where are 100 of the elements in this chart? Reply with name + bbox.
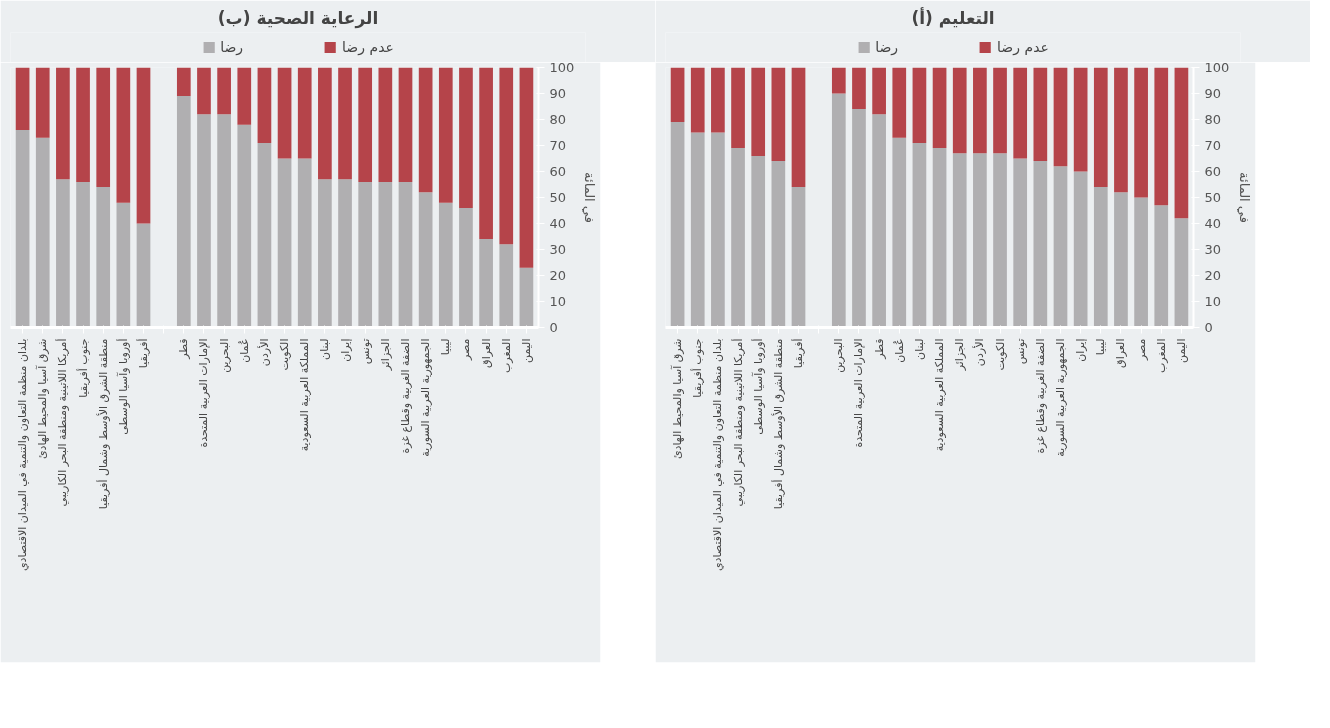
bar: [751, 67, 766, 156]
x-tick-label: المملكة العربية السعودية: [298, 338, 312, 452]
x-tick-label: الإمارات العربية المتحدة: [852, 338, 866, 448]
bar: [1033, 161, 1048, 328]
x-tick-label: الكويت: [993, 338, 1007, 371]
x-tick-label: الجمهورية العربية السورية: [419, 338, 433, 457]
y-tick-label: 50: [549, 190, 567, 205]
x-tick-label: تونس: [1013, 338, 1027, 365]
bar: [731, 148, 745, 328]
bar: [237, 124, 252, 328]
y-tick-label: 0: [549, 320, 558, 335]
x-tick-label: الكويت: [278, 338, 292, 371]
bar: [973, 67, 987, 154]
x-tick-label: أوروبا وآسيا الوسطى: [115, 338, 130, 435]
bar: [197, 114, 211, 328]
bar: [932, 67, 947, 149]
bar: [15, 129, 30, 328]
x-tick-label: جنوب أفريقيا: [75, 338, 90, 398]
bar: [519, 67, 534, 268]
legend-label: عدم رضا: [997, 39, 1049, 55]
y-tick-label: 10: [549, 294, 567, 309]
bar: [398, 181, 413, 328]
bar: [1114, 192, 1128, 328]
bar: [76, 181, 90, 328]
x-tick-label: إيران: [338, 338, 352, 362]
bar: [197, 67, 211, 115]
x-tick-label: عُمان: [892, 338, 906, 363]
x-tick-label: الضفة الغربية وقطاع غزة: [398, 338, 412, 454]
bar: [378, 67, 393, 182]
x-tick-label: أمريكا اللاتينية ومنطقة البحر الكاريبي: [730, 338, 745, 507]
bar: [459, 207, 473, 328]
bar: [892, 137, 907, 328]
x-tick-label: بلدان منظمة التعاون والتنمية في الميدان الاقتصادي: [711, 338, 725, 572]
bar: [76, 67, 90, 182]
bar: [418, 67, 433, 193]
bar: [35, 67, 50, 138]
y-tick-label: 40: [549, 216, 567, 231]
x-tick-label: المغرب: [499, 338, 513, 373]
bar: [1174, 67, 1189, 219]
bar: [297, 67, 312, 159]
x-tick-label: شرق آسيا والمحيط الهادئ: [670, 338, 685, 460]
bar: [791, 67, 806, 188]
x-tick-label: لبنان: [318, 338, 332, 360]
bar: [136, 223, 151, 328]
bar: [438, 67, 453, 203]
bar: [358, 67, 373, 182]
bar: [852, 109, 866, 328]
bar: [852, 67, 866, 110]
bar: [1154, 67, 1169, 206]
bar: [297, 158, 312, 328]
bar: [176, 67, 191, 97]
y-tick-label: 70: [1204, 138, 1222, 153]
bar: [358, 181, 373, 328]
bar: [15, 67, 30, 130]
bar: [711, 132, 725, 328]
bar: [277, 67, 292, 159]
bar: [831, 67, 846, 94]
legend-label: عدم رضا: [342, 39, 394, 55]
bar: [318, 67, 332, 180]
x-tick-label: منطقة الشرق الأوسط وشمال أفريقيا: [95, 338, 110, 510]
bar: [136, 67, 151, 224]
bar: [932, 148, 947, 328]
bar: [1093, 187, 1108, 328]
x-tick-label: المملكة العربية السعودية: [933, 338, 947, 452]
x-tick-label: شرق آسيا والمحيط الهادئ: [35, 338, 50, 460]
x-tick-label: منطقة الشرق الأوسط وشمال أفريقيا: [770, 338, 785, 510]
bar: [1053, 166, 1068, 328]
chart-title: (أ) التعليم: [911, 6, 995, 28]
y-tick-label: 0: [1204, 320, 1213, 335]
bar: [257, 142, 272, 328]
x-tick-label: ليبيا: [439, 338, 453, 356]
y-tick-label: 30: [549, 242, 567, 257]
bar: [1073, 171, 1088, 328]
bar: [872, 114, 886, 328]
bar: [277, 158, 292, 328]
bar: [56, 67, 70, 180]
x-tick-label: الجزائر: [378, 338, 392, 372]
x-tick-label: لبنان: [912, 338, 926, 360]
bar: [499, 244, 514, 328]
y-tick-label: 100: [1204, 60, 1230, 75]
x-tick-label: ليبيا: [1094, 338, 1108, 356]
y-tick-label: 10: [1204, 294, 1222, 309]
bar: [519, 267, 534, 328]
bar: [1134, 67, 1148, 198]
x-tick-label: الأردن: [256, 338, 271, 367]
bar: [912, 142, 927, 328]
x-tick-label: قطر: [872, 338, 886, 360]
bar: [1013, 67, 1028, 159]
y-tick-label: 50: [1204, 190, 1222, 205]
y-tick-label: 70: [549, 138, 567, 153]
bar: [56, 179, 70, 328]
y-tick-label: 60: [1204, 164, 1222, 179]
y-tick-label: 100: [549, 60, 575, 75]
bar: [116, 67, 131, 203]
bar: [35, 137, 50, 328]
y-tick-label: 30: [1204, 242, 1222, 257]
x-tick-label: العراق: [479, 338, 493, 368]
bar: [690, 132, 705, 328]
y-tick-label: 80: [1204, 112, 1222, 127]
legend-label: رضا: [875, 39, 899, 55]
